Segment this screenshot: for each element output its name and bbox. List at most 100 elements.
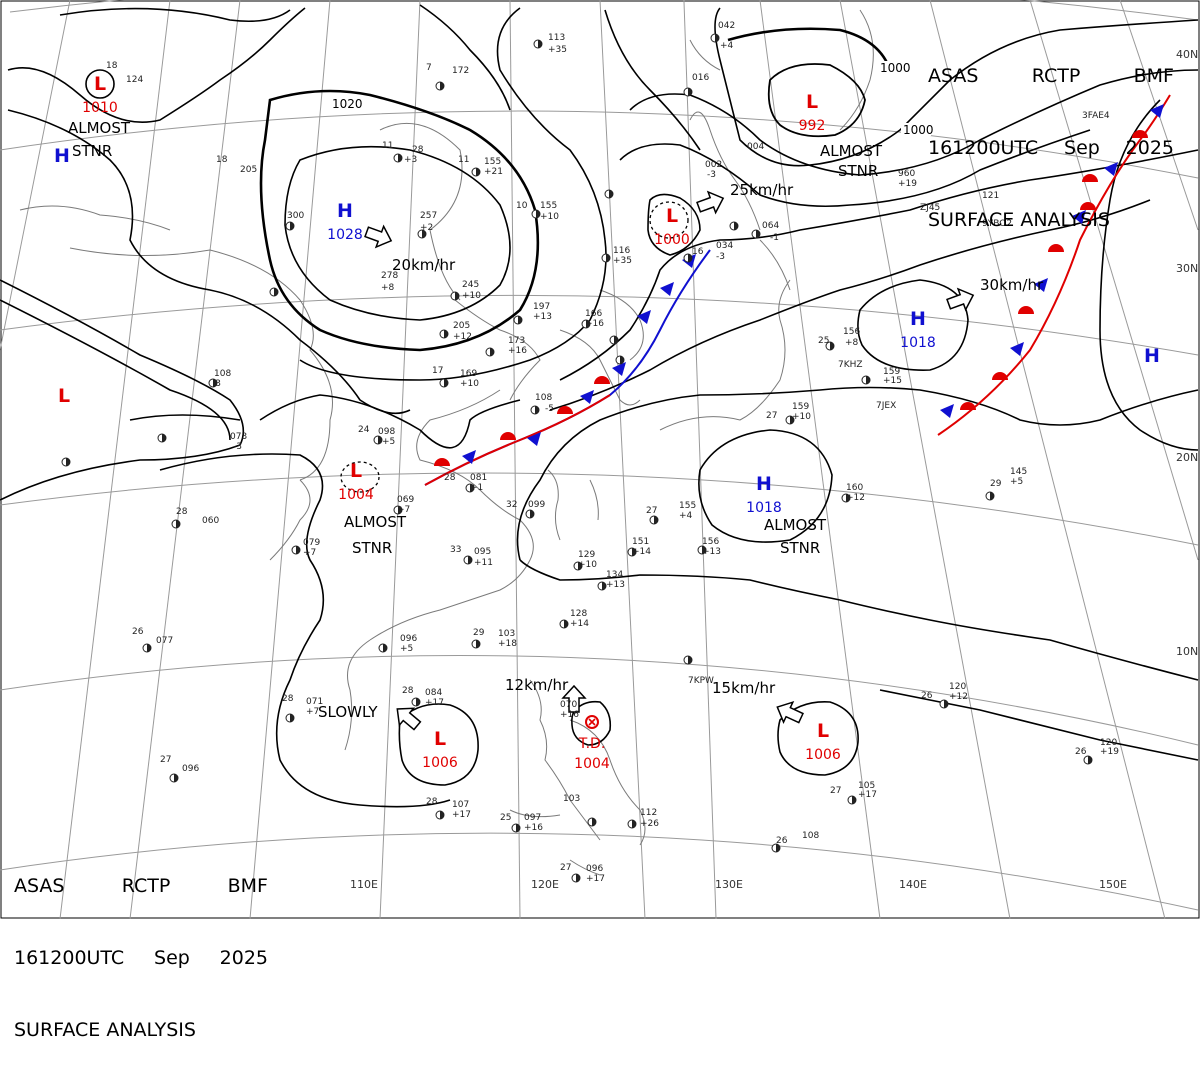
station-value: +10 <box>460 379 479 389</box>
station-value: +10 <box>540 212 559 222</box>
station-cloud-cover <box>715 34 719 42</box>
station-value: 25 <box>818 336 829 346</box>
station-value: +16 <box>508 346 527 356</box>
front-symbols <box>434 104 1164 466</box>
station-value: 098 <box>378 427 395 437</box>
station-value: 016 <box>692 73 709 83</box>
motion-speed: 20km/hr <box>392 256 456 274</box>
year: 2025 <box>219 947 268 969</box>
motion-arrow-icon <box>364 224 393 249</box>
station-value: 077 <box>156 636 173 646</box>
station-value: 25 <box>500 813 511 823</box>
station-cloud-cover <box>536 210 540 218</box>
station-cloud-cover <box>702 546 706 554</box>
station-value: 960 <box>898 169 915 179</box>
station-value: +14 <box>570 619 589 629</box>
warm-front-semicircle <box>557 406 573 414</box>
station-cloud-cover <box>592 818 596 826</box>
station-value: +11 <box>474 558 493 568</box>
station-value: 121 <box>982 191 999 201</box>
warm-front-semicircle <box>1048 244 1064 252</box>
station-value: +14 <box>632 547 651 557</box>
station-cloud-cover <box>444 379 448 387</box>
station-cloud-cover <box>790 416 794 424</box>
station-cloud-cover <box>535 406 539 414</box>
cold-front-triangle <box>612 362 626 376</box>
station-value: -3 <box>233 442 242 452</box>
station-value: 26 <box>776 836 788 846</box>
cold-front-triangle <box>1150 104 1164 118</box>
stationary-front-west <box>424 249 711 486</box>
station-value: 073 <box>230 432 247 442</box>
station-value: 034 <box>716 241 733 251</box>
station-value: 17 <box>432 366 443 376</box>
longitude-label: 110E <box>350 878 378 891</box>
longitude-label: 140E <box>899 878 927 891</box>
station-cloud-cover <box>440 811 444 819</box>
station-value: 108 <box>535 393 552 403</box>
chart-title: SURFACE ANALYSIS <box>14 1019 196 1041</box>
station-value: +26 <box>640 819 659 829</box>
station-value: 28 <box>426 797 438 807</box>
issuer: RCTP <box>121 875 171 897</box>
station-cloud-cover <box>688 254 692 262</box>
station-value: 173 <box>508 336 525 346</box>
station-cloud-cover <box>274 288 278 296</box>
station-value: 156 <box>702 537 719 547</box>
station-value: 105 <box>858 781 875 791</box>
station-cloud-cover <box>290 222 294 230</box>
station-value: +35 <box>548 45 567 55</box>
station-value: +17 <box>452 810 471 820</box>
td-cross-icon <box>588 718 596 726</box>
station-value: 081 <box>470 473 487 483</box>
high-symbol: H <box>756 473 772 495</box>
motion-arrow-icon <box>396 707 422 731</box>
station-value: 079 <box>303 538 320 548</box>
isobar-value: 1000 <box>880 61 911 75</box>
product-code: BMF <box>1133 65 1174 87</box>
station-cloud-cover <box>586 320 590 328</box>
station-cloud-cover <box>564 620 568 628</box>
station-value: 120 <box>949 682 966 692</box>
station-value: +16 <box>560 710 579 720</box>
station-value: 103 <box>498 629 515 639</box>
station-value: 070 <box>560 700 577 710</box>
station-value: 10 <box>516 201 528 211</box>
station-value: +7 <box>397 505 410 515</box>
station-value: 151 <box>632 537 649 547</box>
high-symbol: H <box>910 308 926 330</box>
station-value: +13 <box>702 547 721 557</box>
station-value: 103 <box>563 794 580 804</box>
station-cloud-cover <box>455 292 459 300</box>
station-cloud-cover <box>576 874 580 882</box>
station-value: 159 <box>792 402 809 412</box>
station-cloud-cover <box>530 510 534 518</box>
station-value: 11 <box>382 141 393 151</box>
low-symbol: L <box>806 91 818 113</box>
weather-map: 1020 1000 1000 ALMOST STNR ALMOST STNR ALMOST S… <box>0 0 1200 919</box>
agency: ASAS <box>928 65 979 87</box>
station-cloud-cover <box>614 336 618 344</box>
station-value: 29 <box>473 628 485 638</box>
warm-front-semicircle <box>434 458 450 466</box>
longitude-labels: 110E 120E 130E 140E 150E <box>350 878 1127 891</box>
station-value: +13 <box>606 580 625 590</box>
station-value: 155 <box>484 157 501 167</box>
station-value: +15 <box>883 376 902 386</box>
station-value: +8 <box>845 338 859 348</box>
warm-front-semicircle <box>960 402 976 410</box>
station-value: 060 <box>202 516 219 526</box>
annotations: ALMOST STNR ALMOST STNR ALMOST STNR ALMOST STNR… <box>68 119 883 721</box>
station-cloud-cover <box>290 714 294 722</box>
station-value: 9YBO2 <box>982 219 1012 229</box>
station-value: +16 <box>585 319 604 329</box>
station-value: +12 <box>846 493 865 503</box>
station-value: 28 <box>444 473 456 483</box>
station-cloud-cover <box>416 698 420 706</box>
station-value: 26 <box>132 627 144 637</box>
motion-arrows: 20km/hr 25km/hr 30km/hr 12km/hr 15km/hr <box>364 181 1044 731</box>
station-value: 099 <box>528 500 545 510</box>
annotation-label: ALMOST <box>344 513 407 531</box>
station-value: 27 <box>560 863 571 873</box>
